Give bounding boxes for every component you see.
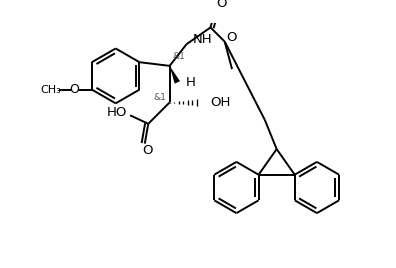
Text: O: O bbox=[70, 83, 80, 96]
Text: O: O bbox=[216, 0, 227, 10]
Text: H: H bbox=[186, 76, 196, 89]
Text: &1: &1 bbox=[153, 93, 166, 102]
Text: O: O bbox=[226, 31, 236, 44]
Text: &1: &1 bbox=[172, 52, 185, 61]
Text: O: O bbox=[142, 144, 153, 157]
Text: OH: OH bbox=[210, 96, 230, 109]
Text: NH: NH bbox=[193, 33, 213, 46]
Text: HO: HO bbox=[107, 106, 128, 119]
Polygon shape bbox=[169, 66, 180, 84]
Text: CH₃: CH₃ bbox=[40, 85, 61, 95]
